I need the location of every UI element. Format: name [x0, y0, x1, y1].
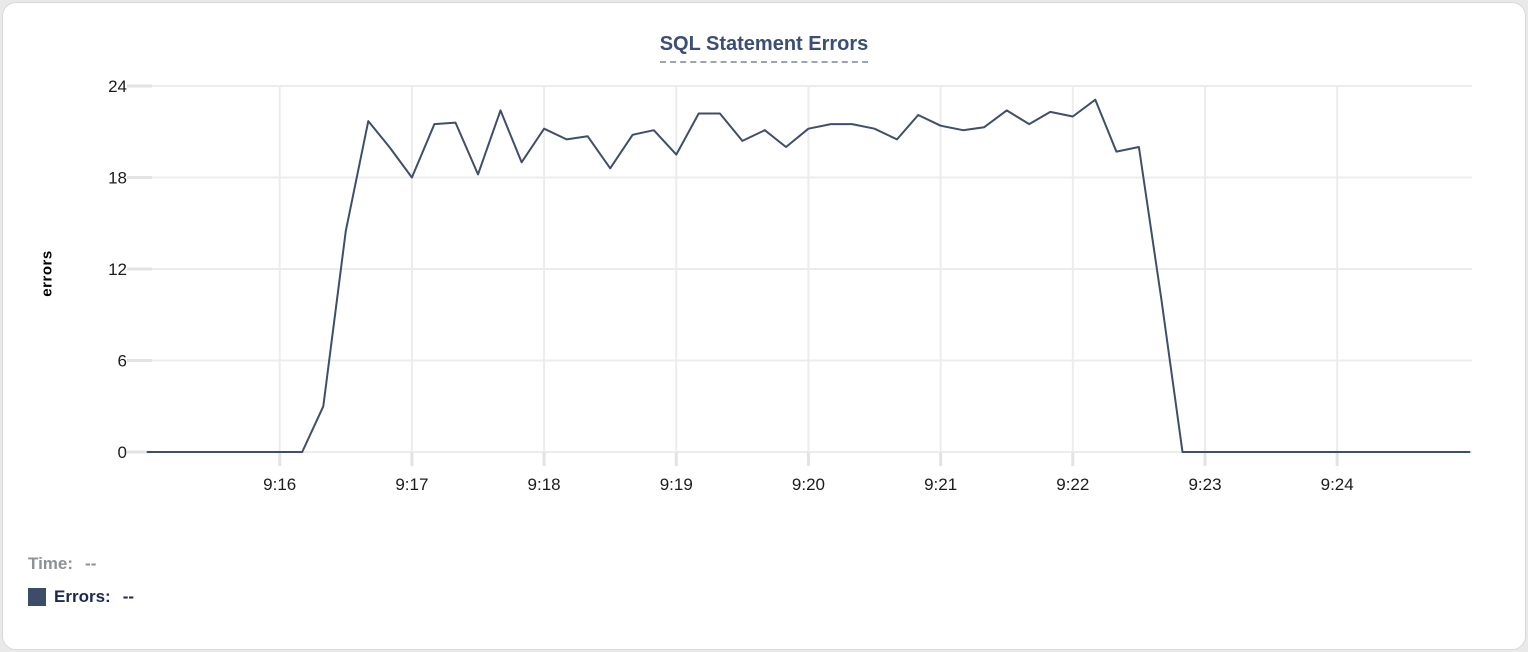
hover-readout: Time: -- Errors: -- [28, 553, 134, 608]
y-tick-label: 18 [108, 169, 127, 188]
y-tick-label: 12 [108, 260, 127, 279]
time-value: -- [85, 554, 97, 573]
x-tick-label: 9:19 [660, 475, 693, 494]
x-tick-label: 9:17 [395, 475, 428, 494]
x-tick-label: 9:21 [924, 475, 957, 494]
x-tick-label: 9:20 [792, 475, 825, 494]
x-tick-label: 9:16 [263, 475, 296, 494]
chart-header: SQL Statement Errors [3, 33, 1525, 63]
time-label: Time: [28, 554, 74, 573]
errors-value: -- [122, 587, 135, 606]
readout-time-row: Time: -- [28, 553, 134, 575]
errors-series-line [146, 98, 1471, 453]
chart-title-link[interactable]: SQL Statement Errors [659, 33, 869, 63]
y-tick-label: 6 [118, 352, 127, 371]
x-tick-label: 9:18 [528, 475, 561, 494]
y-tick-label: 0 [118, 443, 127, 462]
y-tick-label: 24 [108, 77, 127, 96]
errors-label: Errors: [54, 587, 111, 606]
line-chart-plot-area[interactable]: 0 6 12 18 24 9:16 9:17 9:18 9:19 9:20 9:21 9:22 9:23… [3, 3, 1527, 513]
x-tick-label: 9:23 [1188, 475, 1221, 494]
errors-series-swatch [28, 588, 46, 606]
readout-errors-row: Errors: -- [28, 586, 134, 608]
x-tick-label: 9:24 [1321, 475, 1354, 494]
x-tick-label: 9:22 [1056, 475, 1089, 494]
